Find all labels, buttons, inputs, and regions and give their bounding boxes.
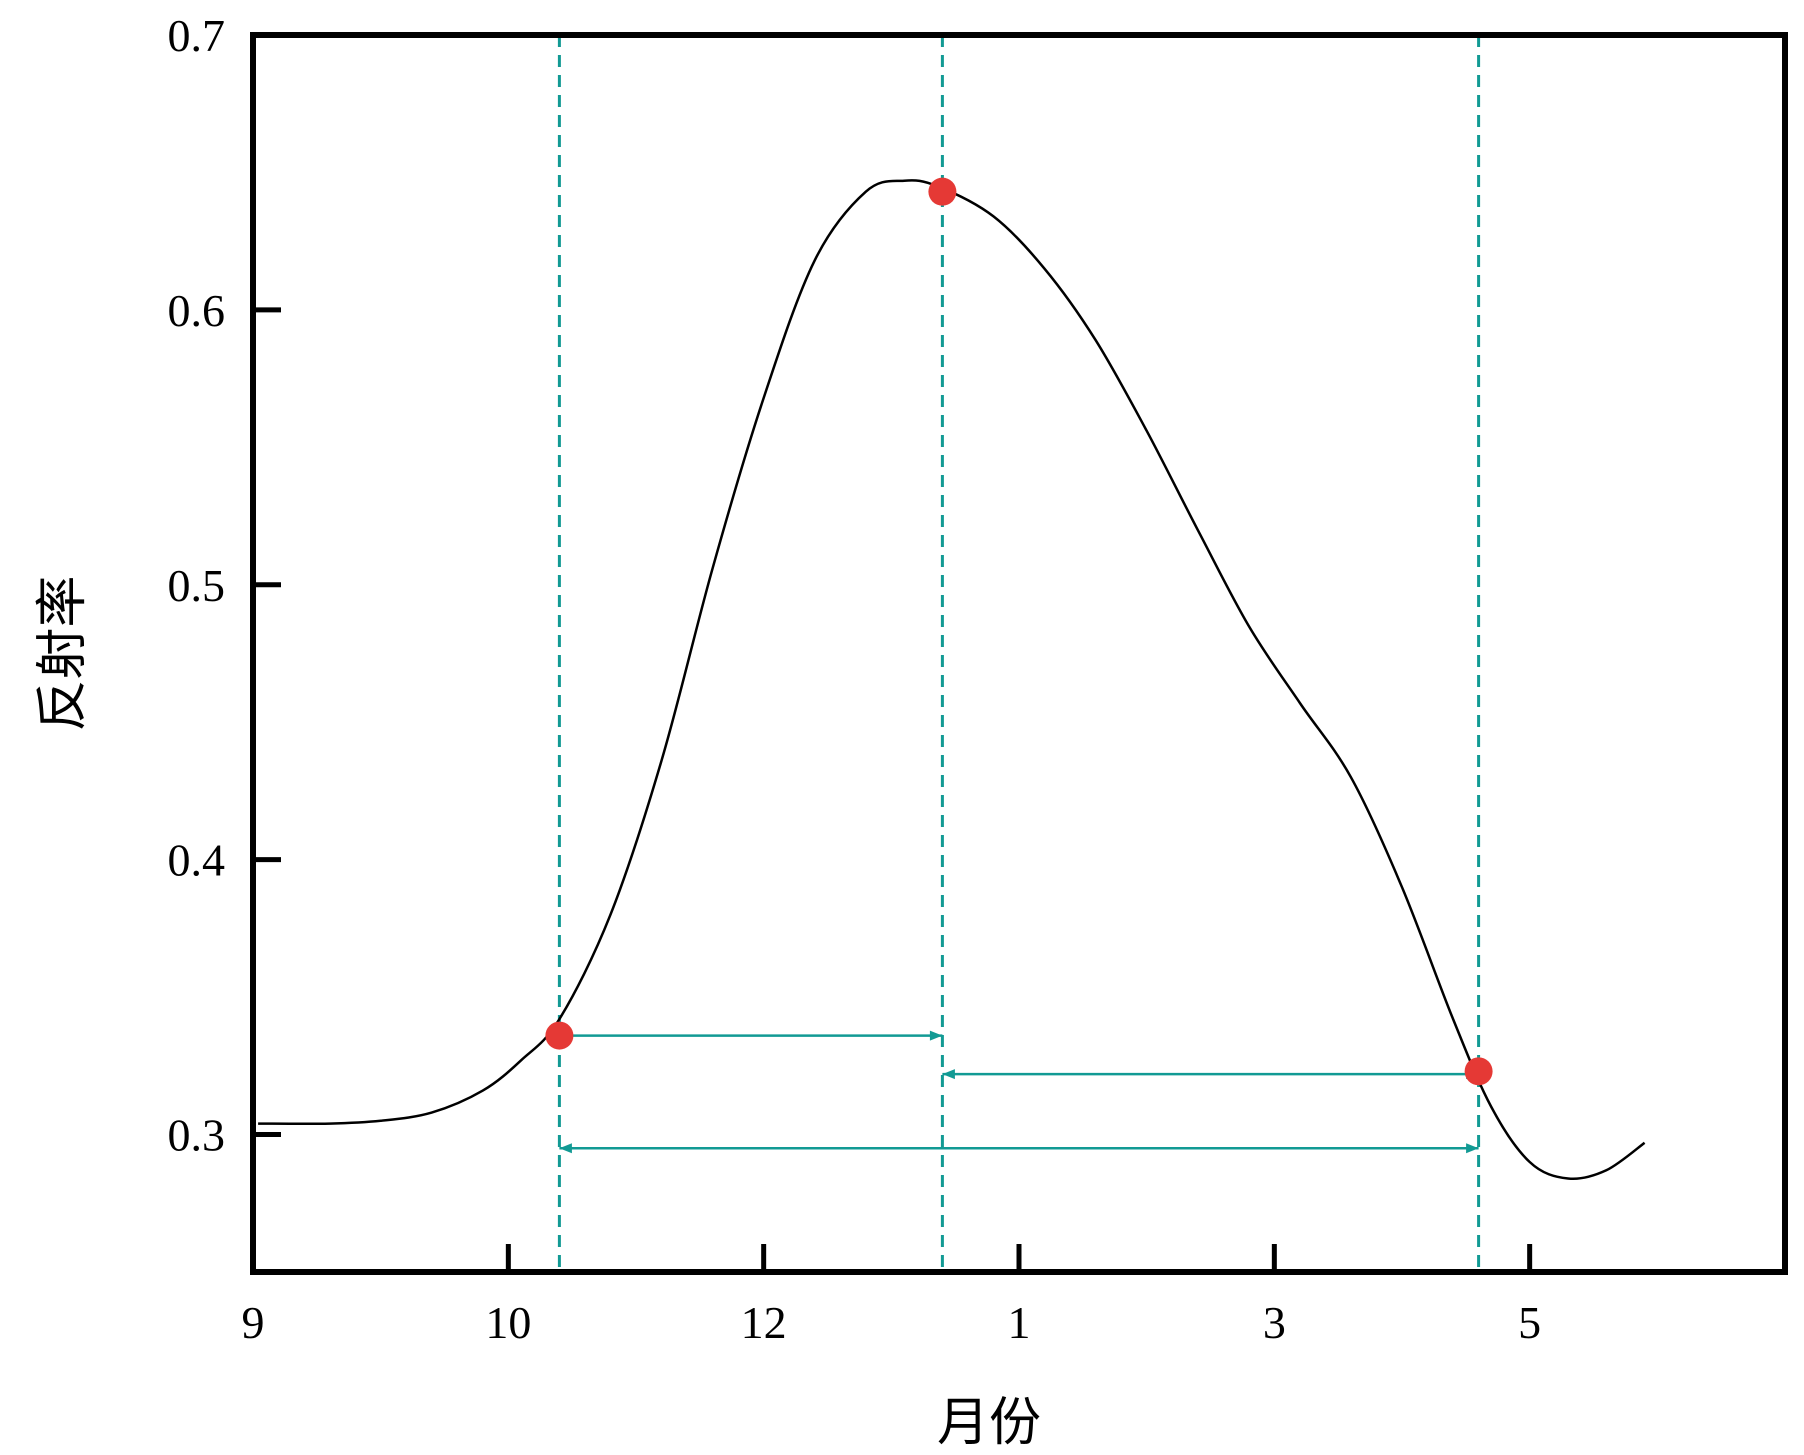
key-point-marker-1 (545, 1021, 574, 1050)
x-tick-label: 9 (242, 1297, 265, 1348)
y-tick-label: 0.4 (168, 835, 226, 886)
key-point-marker-2 (928, 177, 957, 206)
x-axis-title: 月份 (937, 1393, 1041, 1453)
reflectance-curve-1 (258, 179, 1646, 1181)
plot-frame (250, 32, 1788, 1275)
x-tick-label: 12 (741, 1297, 787, 1348)
x-tick-label: 3 (1263, 1297, 1286, 1348)
y-tick-label: 0.7 (168, 10, 226, 61)
chart-axes: 0.3 0.4 0.5 0.6 0.7 9 10 12 1 3 5 (168, 10, 1542, 1348)
y-tick-label: 0.3 (168, 1110, 226, 1161)
y-tick-label: 0.5 (168, 560, 226, 611)
y-tick-label: 0.6 (168, 285, 226, 336)
y-axis-title: 反射率 (33, 575, 93, 731)
chart-marks (258, 35, 1646, 1272)
x-tick-label: 10 (485, 1297, 531, 1348)
x-tick-label: 1 (1008, 1297, 1031, 1348)
x-tick-label: 5 (1518, 1297, 1541, 1348)
key-point-marker-3 (1464, 1057, 1493, 1086)
